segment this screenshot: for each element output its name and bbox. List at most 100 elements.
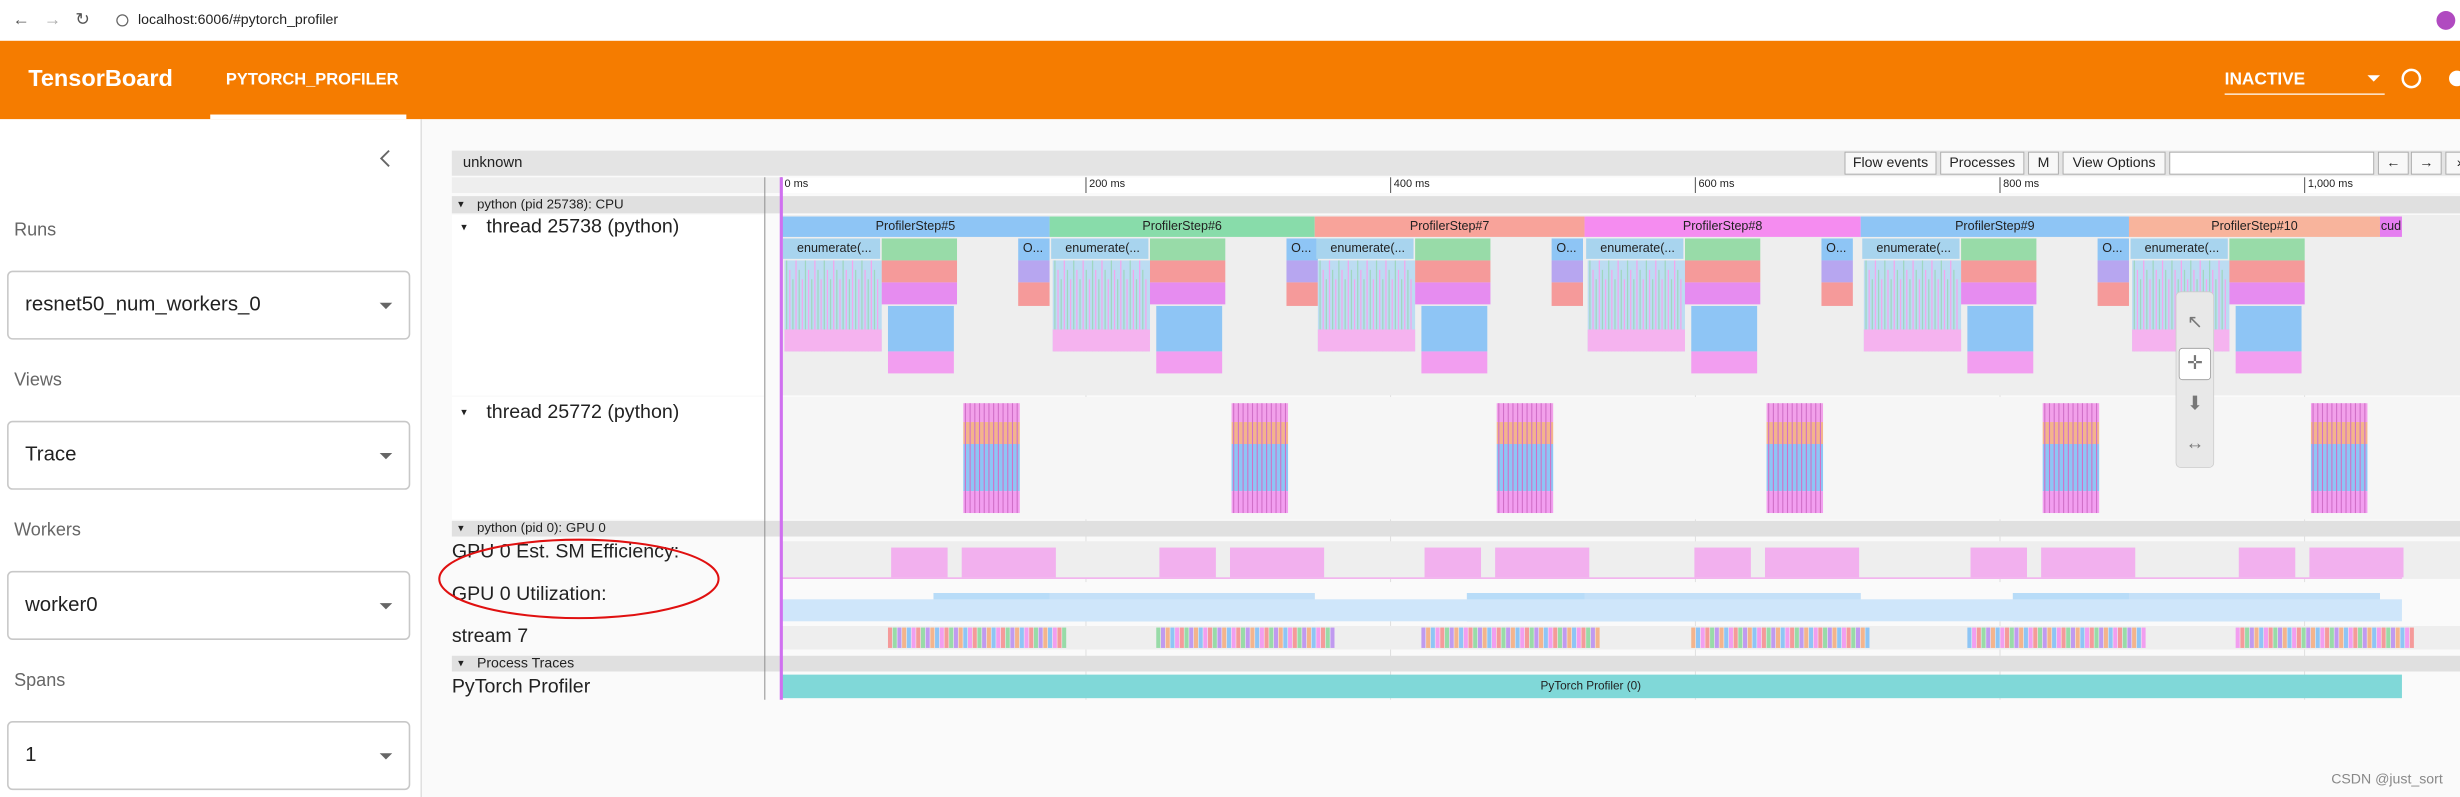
stream-kernel (1292, 627, 1297, 648)
trace-stripe (2218, 260, 2220, 352)
trace-stripe (1347, 260, 1349, 352)
trace-stripe (2063, 403, 2065, 514)
nav-button[interactable] (2445, 151, 2460, 175)
toolbar-button[interactable] (1940, 151, 2025, 175)
trace-stripe (1237, 403, 1239, 514)
stream-kernel (982, 627, 987, 648)
toolbar-button[interactable] (1844, 151, 1937, 175)
trace-title: unknown (463, 155, 523, 171)
trace-block (2310, 422, 2368, 444)
select-box[interactable] (7, 270, 411, 340)
trace-block (1684, 260, 1761, 283)
enumerate-slice (2130, 238, 2228, 259)
trace-stripe (1642, 279, 1644, 352)
collapse-button[interactable] (379, 149, 390, 167)
trace-stripe (1874, 260, 1877, 352)
profiler-step (2128, 216, 2380, 237)
trace-stripe (1002, 403, 1004, 514)
settings-button[interactable] (2449, 70, 2460, 87)
trace-stripe (811, 279, 813, 352)
trace-stripe (817, 269, 819, 352)
stream-kernel (2089, 627, 2094, 648)
mouse-mode-button[interactable]: ↔ (2185, 432, 2204, 453)
select-box[interactable] (7, 721, 411, 791)
trace-stripe (1953, 269, 1955, 352)
stream-kernel (1757, 627, 1762, 648)
trace-block (1156, 305, 1223, 352)
stream-kernel (1226, 627, 1231, 648)
profile-avatar[interactable] (2436, 10, 2456, 30)
reload-button[interactable]: ↻ (75, 9, 89, 29)
stream-kernel (1724, 627, 1729, 648)
trace-stripe (2133, 260, 2135, 352)
stream-kernel (1175, 627, 1180, 648)
trace-stripe (1104, 269, 1106, 352)
stream-kernel (1160, 627, 1166, 648)
trace-block (887, 351, 954, 374)
mouse-mode-button[interactable]: ↖ (2187, 311, 2203, 332)
toolbar-button[interactable] (2062, 151, 2166, 175)
status-select[interactable]: INACTIVE (2225, 69, 2306, 89)
sm-efficiency-base (781, 577, 2402, 579)
search-input[interactable] (2169, 151, 2375, 175)
trace-stripe (2364, 403, 2366, 514)
tab[interactable]: PYTORCH_PROFILER (226, 70, 399, 88)
trace-stripe (1016, 403, 1018, 514)
trace-stripe (1280, 403, 1282, 514)
stream-kernel (1823, 627, 1828, 648)
trace-stripe (1611, 269, 1613, 352)
select-box[interactable] (7, 420, 411, 490)
trace-stripe (997, 403, 999, 514)
stream-kernel (2386, 627, 2391, 648)
sm-efficiency (1159, 547, 1216, 578)
ruler-label: 0 ms (784, 178, 808, 190)
stream-kernel (2400, 627, 2405, 648)
url[interactable]: localhost:6006/#pytorch_profiler (138, 11, 338, 27)
profiler-step-label: cud (2381, 219, 2401, 233)
stream-kernel (1691, 627, 1696, 648)
trace-stripe (1338, 260, 1340, 352)
nav-button[interactable] (2410, 151, 2442, 175)
stream-kernel (2325, 627, 2330, 648)
trace-stripe (1614, 279, 1616, 352)
mouse-mode-button[interactable]: ⬇ (2187, 393, 2203, 414)
trace-stripe (1881, 279, 1883, 352)
stream-kernel (2362, 627, 2367, 648)
expand-icon: ▾ (458, 523, 464, 535)
stream-kernel (2329, 627, 2334, 648)
trace-stripe (1887, 269, 1889, 352)
select-box[interactable] (7, 570, 411, 640)
stream-kernel (1487, 627, 1492, 648)
profiler-step-label: ProfilerStep#5 (876, 219, 956, 233)
stream-kernel (2240, 627, 2245, 648)
toolbar-button[interactable] (2028, 151, 2059, 175)
stream-kernel (1743, 627, 1748, 648)
stream-kernel (2292, 627, 2297, 648)
refresh-button[interactable] (2401, 68, 2422, 89)
trace-stripe (1956, 279, 1958, 352)
trace-stripe (2152, 260, 2154, 352)
trace-stripe (2067, 403, 2069, 514)
trace-block (2310, 491, 2368, 514)
stream-kernel (2278, 627, 2283, 648)
field-label: Spans (14, 670, 65, 690)
stream-kernel (2014, 627, 2019, 648)
trace-stripe (1868, 269, 1870, 352)
nav-button-label: ← (2386, 154, 2400, 170)
trace-stripe (858, 279, 860, 352)
profiler-step-label: ProfilerStep#6 (1142, 219, 1222, 233)
trace-stripe (1344, 279, 1346, 352)
trace-stripe (845, 269, 847, 352)
forward-button[interactable]: → (44, 9, 61, 29)
profiler-step-label: ProfilerStep#8 (1683, 219, 1763, 233)
stream-kernel (1449, 627, 1454, 648)
trace-block (1684, 238, 1761, 261)
process-title: Process Traces (477, 654, 574, 670)
mouse-mode-button[interactable]: ✛ (2187, 352, 2203, 373)
stream-kernel (1019, 627, 1024, 648)
trace-stripe (870, 260, 872, 352)
op-label: O... (1023, 241, 1043, 255)
back-button[interactable]: ← (13, 9, 30, 29)
stream-kernel (2141, 627, 2146, 648)
nav-button[interactable] (2377, 151, 2409, 175)
